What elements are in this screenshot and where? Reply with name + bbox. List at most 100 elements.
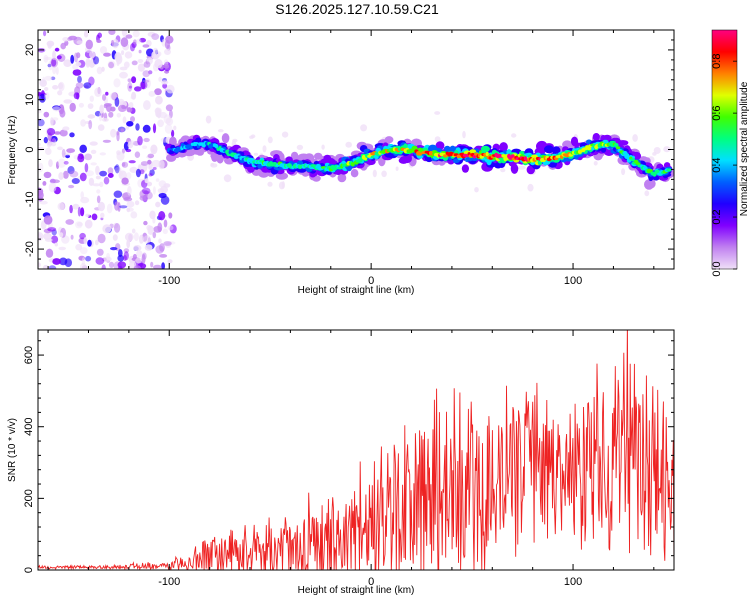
noise-blob: [148, 173, 153, 177]
ridge-cell: [586, 146, 592, 151]
noise-blob: [147, 225, 154, 235]
noise-blob: [104, 103, 112, 107]
spectrogram-y-tick-label: 20: [24, 44, 36, 56]
noise-blob: [164, 48, 171, 56]
noise-blob: [43, 215, 53, 225]
noise-blob: [90, 149, 97, 154]
noise-blob: [164, 39, 170, 49]
noise-blob: [143, 220, 148, 226]
noise-blob: [162, 83, 168, 89]
noise-blob: [133, 232, 139, 242]
snr-ticks: -100 0 100 0 200 400 600: [23, 330, 674, 588]
noise-blob: [68, 35, 78, 41]
snr-panel: -100 0 100 0 200 400 600 Height of straight li…: [7, 329, 675, 596]
ridge-cell: [630, 158, 635, 162]
noise-blob: [115, 54, 123, 65]
spectrogram-marks: [38, 30, 674, 269]
noise-blob: [102, 94, 106, 101]
noise-blob: [43, 232, 52, 240]
noise-blob: [137, 135, 143, 146]
noise-blob: [155, 178, 160, 182]
noise-blob: [91, 213, 98, 221]
noise-blob: [159, 243, 165, 252]
noise-blob: [99, 104, 104, 114]
noise-blob: [105, 91, 109, 96]
ridge-cell: [221, 133, 230, 144]
noise-blob: [125, 34, 133, 39]
noise-blob: [50, 235, 59, 244]
ridge-cell: [600, 147, 607, 153]
spectrogram-y-tick-label: 10: [24, 94, 36, 106]
noise-blob: [43, 136, 48, 144]
ridge-cell: [452, 158, 460, 163]
noise-blob: [88, 119, 93, 130]
noise-blob: [108, 261, 115, 268]
noise-blob: [61, 148, 66, 158]
noise-blob: [83, 82, 92, 89]
noise-blob: [77, 75, 82, 83]
noise-blob: [50, 57, 59, 68]
noise-blob: [153, 264, 162, 269]
snr-y-axis-label: SNR (10 * v/v): [7, 418, 18, 482]
noise-blob: [58, 246, 66, 251]
noise-blob: [434, 111, 441, 115]
noise-blob: [78, 59, 86, 68]
noise-blob: [517, 165, 526, 170]
noise-blob: [171, 129, 175, 138]
noise-blob: [63, 170, 69, 179]
noise-blob: [39, 79, 47, 87]
ridge-cell: [461, 164, 469, 173]
noise-blob: [143, 137, 150, 143]
snr-x-tick-label: 100: [564, 576, 582, 588]
noise-blob: [43, 111, 50, 118]
noise-blob: [99, 181, 104, 188]
noise-blob: [99, 152, 107, 156]
noise-blob: [127, 78, 132, 83]
noise-blob: [121, 105, 126, 110]
noise-blob: [132, 253, 137, 260]
noise-blob: [38, 147, 45, 151]
noise-blob: [163, 241, 172, 246]
noise-blob: [163, 63, 170, 69]
noise-blob: [98, 112, 103, 122]
spectrogram-y-tick-label: 0: [24, 146, 36, 152]
ridge-cell: [189, 145, 193, 150]
noise-blob: [131, 60, 138, 66]
noise-blob: [223, 174, 232, 183]
noise-blob: [168, 212, 173, 219]
ridge-cell: [510, 154, 515, 159]
noise-blob: [69, 170, 79, 178]
ridge-cell: [337, 173, 347, 183]
noise-blob: [159, 111, 168, 119]
noise-blob: [102, 224, 112, 234]
noise-blob: [44, 56, 53, 61]
noise-blob: [48, 265, 57, 269]
noise-blob: [79, 144, 87, 153]
noise-blob: [152, 123, 157, 134]
noise-blob: [90, 162, 97, 166]
ridge-cell: [350, 162, 355, 167]
noise-blob: [161, 80, 169, 85]
noise-blob: [136, 250, 143, 258]
noise-blob: [126, 121, 134, 127]
noise-blob: [163, 219, 168, 228]
noise-blob: [593, 161, 598, 166]
noise-blob: [99, 170, 107, 177]
ridge-cell: [614, 143, 619, 148]
snr-y-tick-label: 200: [23, 489, 35, 507]
noise-blob: [122, 116, 127, 124]
noise-blob: [130, 116, 135, 123]
noise-blob: [96, 248, 104, 256]
noise-blob: [63, 160, 69, 165]
noise-blob: [117, 254, 124, 262]
noise-blob: [42, 76, 46, 85]
noise-blob: [98, 201, 105, 212]
noise-blob: [73, 52, 79, 63]
noise-blob: [57, 158, 66, 168]
noise-blob: [83, 30, 89, 38]
noise-blob: [150, 144, 158, 155]
noise-blob: [253, 152, 259, 156]
noise-blob: [134, 200, 140, 206]
noise-blob: [462, 130, 466, 139]
